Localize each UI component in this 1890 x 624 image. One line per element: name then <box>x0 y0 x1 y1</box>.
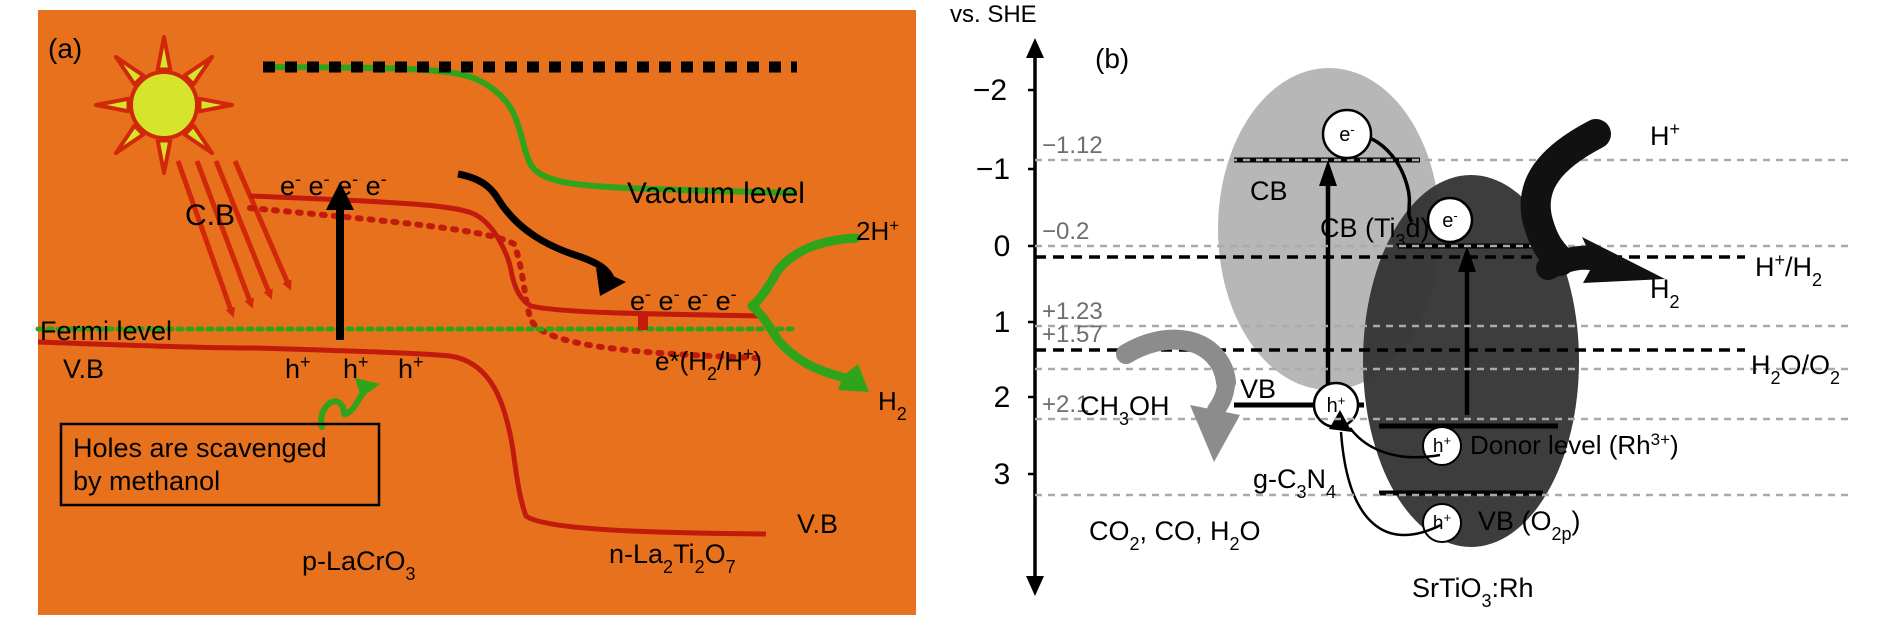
svg-text:3: 3 <box>994 458 1011 491</box>
svg-text:Donor level (Rh3+): Donor level (Rh3+) <box>1470 430 1679 461</box>
svg-text:Vacuum level: Vacuum level <box>627 177 805 210</box>
svg-text:H2: H2 <box>1650 274 1680 312</box>
svg-text:−1.12: −1.12 <box>1042 132 1103 159</box>
svg-text:H+/H2: H+/H2 <box>1755 250 1822 290</box>
svg-text:vs. SHE: vs. SHE <box>950 1 1037 28</box>
svg-text:−2: −2 <box>973 74 1007 107</box>
svg-text:C.B: C.B <box>185 199 235 232</box>
svg-text:VB: VB <box>1240 374 1276 404</box>
svg-text:H2O/O2: H2O/O2 <box>1751 350 1840 388</box>
svg-text:CB: CB <box>1250 176 1288 206</box>
svg-text:Fermi level: Fermi level <box>40 316 172 346</box>
svg-text:−1: −1 <box>976 153 1010 186</box>
svg-text:g-C3N4: g-C3N4 <box>1253 464 1336 502</box>
svg-text:SrTiO3:Rh: SrTiO3:Rh <box>1412 573 1534 611</box>
svg-text:(b): (b) <box>1095 43 1129 74</box>
svg-text:Holes are scavenged: Holes are scavenged <box>73 433 327 463</box>
svg-text:0: 0 <box>994 230 1011 263</box>
svg-text:1: 1 <box>994 306 1011 339</box>
svg-text:by methanol: by methanol <box>73 466 220 496</box>
svg-text:−0.2: −0.2 <box>1042 218 1089 245</box>
svg-text:V.B: V.B <box>63 354 104 384</box>
svg-text:+1.57: +1.57 <box>1042 321 1103 348</box>
svg-text:(a): (a) <box>48 33 82 64</box>
svg-text:V.B: V.B <box>797 509 838 539</box>
svg-text:CO2, CO, H2O: CO2, CO, H2O <box>1089 516 1261 554</box>
svg-text:CH3OH: CH3OH <box>1080 391 1170 429</box>
svg-text:H+: H+ <box>1650 119 1680 151</box>
svg-text:2: 2 <box>994 381 1011 414</box>
